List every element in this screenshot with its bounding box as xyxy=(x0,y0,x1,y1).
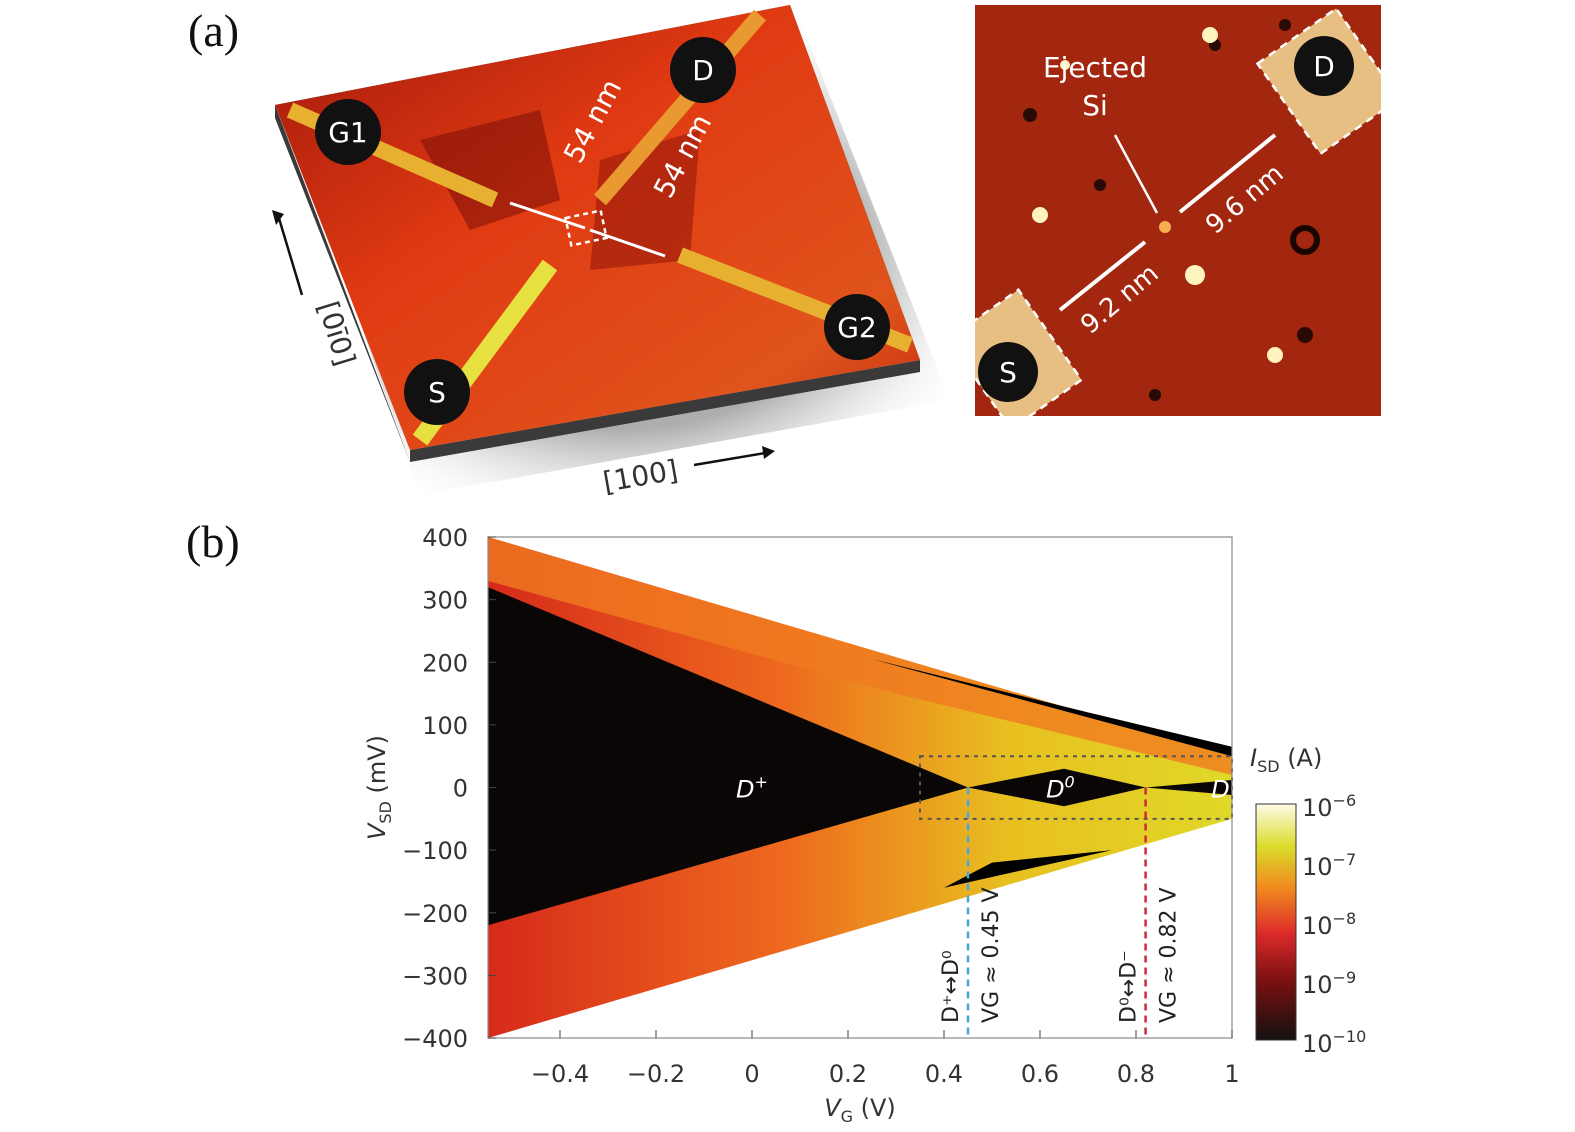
dimension-arrow xyxy=(589,228,666,258)
terrace-dark xyxy=(590,130,700,270)
blockade-edge xyxy=(944,850,1112,888)
x-tick-label: 0.4 xyxy=(925,1060,963,1088)
electrode-label-g2: G2 xyxy=(824,294,890,360)
electrode-label-d: D xyxy=(1294,36,1354,96)
device-region-box xyxy=(564,209,608,247)
distance-arrow xyxy=(1178,133,1277,214)
x-axis-label: VG (V) xyxy=(824,1094,896,1126)
current-band xyxy=(488,537,1232,775)
panel-b-label: (b) xyxy=(186,516,240,567)
electrode-label-d: D xyxy=(670,37,736,103)
arrowhead xyxy=(272,210,284,225)
pointer-arrow xyxy=(1113,134,1159,214)
y-tick-label: 400 xyxy=(422,524,468,552)
transition-value-label: VG ≈ 0.45 V xyxy=(979,887,1004,1023)
y-tick-label: 0 xyxy=(453,775,468,803)
y-tick-label: 200 xyxy=(422,649,468,677)
blockade-region-0 xyxy=(488,587,968,926)
svg-text:G1: G1 xyxy=(328,116,368,149)
panel-a-label: (a) xyxy=(188,5,240,56)
distance-arrow xyxy=(1058,240,1147,312)
svg-text:D: D xyxy=(692,54,714,87)
colorbar-tick-label: 10−9 xyxy=(1302,968,1356,999)
ejected-si-atom xyxy=(1159,221,1171,233)
arrowhead xyxy=(762,446,775,459)
electrode-label-g1: G1 xyxy=(315,99,381,165)
svg-text:S: S xyxy=(999,356,1017,389)
axis-label-010: [0ī0] xyxy=(311,297,362,369)
axis-arrow-100 xyxy=(693,451,766,467)
svg-text:S: S xyxy=(428,376,446,409)
stm-device-3d-image: 54 nm 54 nm G1 D S G2 [0ī0] [100] xyxy=(272,5,950,499)
y-tick-label: −200 xyxy=(402,900,468,928)
electrode-label-s: S xyxy=(404,359,470,425)
x-tick-label: 0.8 xyxy=(1117,1060,1155,1088)
blockade-region-2 xyxy=(1145,779,1232,796)
dimension-arrow xyxy=(509,201,586,230)
transition-label: D⁺↔D⁰ xyxy=(939,950,964,1023)
ejected-si-label: Si xyxy=(1082,89,1108,122)
svg-text:D: D xyxy=(1313,50,1335,83)
y-tick-label: 300 xyxy=(422,587,468,615)
axis-arrow-010 xyxy=(276,214,304,296)
colorbar-tick-label: 10−7 xyxy=(1302,850,1356,881)
y-axis-label: VSD (mV) xyxy=(363,735,395,840)
x-tick-label: 0.2 xyxy=(829,1060,867,1088)
colorbar xyxy=(1255,803,1297,1041)
stm-closeup-image: Ejected Si 9.2 nm 9.6 nm S D xyxy=(975,5,1381,416)
y-tick-label: −400 xyxy=(402,1025,468,1053)
y-tick-label: 100 xyxy=(422,712,468,740)
colorbar-title: ISD (A) xyxy=(1250,744,1322,776)
drain-lead xyxy=(593,9,767,206)
blockade-region-1 xyxy=(968,768,1146,807)
x-tick-label: 0 xyxy=(744,1060,759,1088)
x-tick-label: 1 xyxy=(1224,1060,1239,1088)
transition-value-label: VG ≈ 0.82 V xyxy=(1157,887,1182,1023)
x-tick-label: −0.2 xyxy=(627,1060,685,1088)
colorbar-tick-label: 10−6 xyxy=(1302,791,1356,822)
x-tick-label: −0.4 xyxy=(531,1060,589,1088)
svg-text:G2: G2 xyxy=(837,311,877,344)
terrace-dark xyxy=(420,110,560,230)
ejected-si-label: Ejected xyxy=(1043,51,1147,84)
stability-diagram-chart: D+ D0 D− D⁺↔D⁰ VG ≈ 0.45 V D⁰↔D⁻ VG ≈ 0.82 V−… xyxy=(363,524,1366,1126)
electrode-label-s: S xyxy=(978,342,1038,402)
colorbar-tick-label: 10−8 xyxy=(1302,909,1356,940)
y-tick-label: −100 xyxy=(402,837,468,865)
x-tick-label: 0.6 xyxy=(1021,1060,1059,1088)
charge-state-label: D− xyxy=(1211,773,1243,804)
transition-label: D⁰↔D⁻ xyxy=(1117,950,1142,1023)
colorbar-tick-label: 10−10 xyxy=(1302,1027,1366,1058)
y-tick-label: −300 xyxy=(402,962,468,990)
